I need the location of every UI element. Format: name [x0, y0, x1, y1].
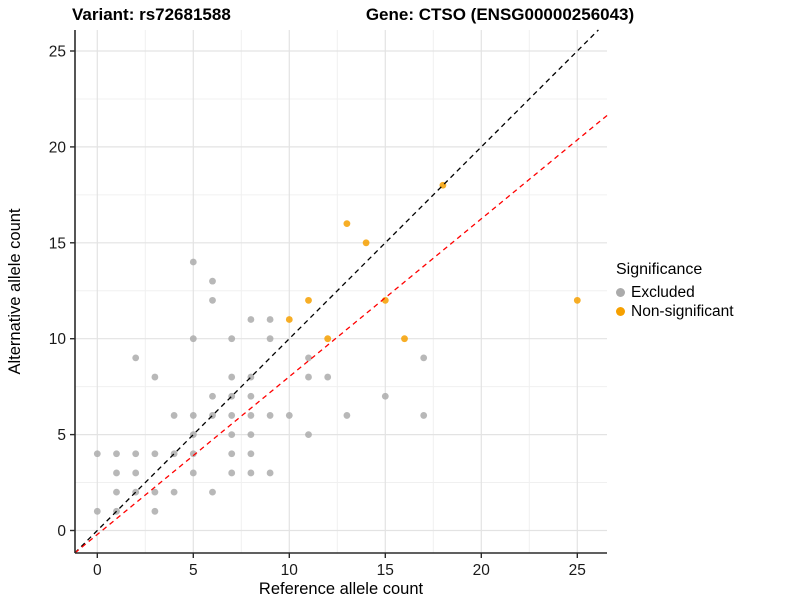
- legend-item-label: Excluded: [631, 283, 695, 301]
- excluded-dot-icon: [616, 288, 625, 297]
- data-point-excluded: [381, 392, 389, 400]
- data-point-non-significant: [573, 296, 581, 304]
- data-point-non-significant: [305, 296, 312, 304]
- x-tick-label: 25: [569, 562, 586, 579]
- data-point-excluded: [305, 431, 312, 438]
- data-point-excluded: [228, 431, 236, 438]
- data-point-excluded: [113, 450, 120, 458]
- data-point-excluded: [209, 277, 216, 285]
- data-point-excluded: [170, 488, 178, 496]
- data-point-non-significant: [401, 335, 408, 343]
- y-tick-label: 15: [49, 235, 66, 252]
- y-tick-label: 5: [57, 427, 66, 444]
- data-point-excluded: [266, 469, 274, 477]
- data-point-excluded: [151, 488, 159, 496]
- data-point-excluded: [343, 412, 351, 419]
- data-point-excluded: [266, 412, 274, 419]
- data-point-excluded: [228, 373, 236, 381]
- data-point-excluded: [209, 488, 216, 496]
- data-point-excluded: [266, 316, 274, 323]
- y-tick-label: 10: [49, 331, 67, 348]
- data-point-excluded: [247, 392, 255, 400]
- data-point-excluded: [228, 450, 236, 458]
- data-point-non-significant: [343, 220, 351, 228]
- legend: Significance Excluded Non-significant: [616, 261, 734, 321]
- data-point-excluded: [189, 412, 197, 419]
- data-point-excluded: [132, 354, 140, 362]
- non-significant-dot-icon: [616, 307, 625, 316]
- data-point-excluded: [189, 258, 197, 266]
- variant-title: Variant: rs72681588: [72, 5, 231, 24]
- y-tick-label: 25: [49, 44, 66, 61]
- legend-item-label: Non-significant: [631, 302, 734, 320]
- fit-line: [74, 114, 608, 554]
- x-tick-label: 20: [473, 562, 491, 579]
- data-point-excluded: [113, 488, 120, 496]
- legend-item-non-significant: Non-significant: [616, 302, 734, 321]
- data-point-excluded: [151, 507, 159, 515]
- y-tick-label: 20: [49, 139, 67, 156]
- y-axis-title: Alternative allele count: [6, 208, 24, 374]
- data-point-excluded: [247, 316, 255, 323]
- data-point-excluded: [151, 450, 159, 458]
- y-tick-label: 0: [57, 523, 66, 540]
- data-point-excluded: [247, 450, 255, 458]
- data-point-non-significant: [362, 239, 370, 247]
- data-point-excluded: [420, 354, 428, 362]
- data-point-excluded: [305, 354, 312, 362]
- data-point-excluded: [228, 335, 236, 343]
- data-point-excluded: [228, 412, 236, 419]
- data-point-excluded: [228, 469, 236, 477]
- data-point-excluded: [247, 469, 255, 477]
- data-point-excluded: [285, 412, 293, 419]
- x-axis-title: Reference allele count: [259, 580, 424, 598]
- legend-title: Significance: [616, 261, 703, 278]
- data-point-non-significant: [324, 335, 332, 343]
- identity-line: [74, 29, 599, 554]
- legend-item-excluded: Excluded: [616, 283, 734, 302]
- gene-title: Gene: CTSO (ENSG00000256043): [365, 5, 635, 24]
- data-point-excluded: [209, 392, 216, 400]
- data-point-excluded: [132, 450, 140, 458]
- x-tick-label: 5: [189, 562, 198, 579]
- data-point-excluded: [93, 507, 101, 515]
- data-point-excluded: [324, 373, 332, 381]
- data-point-excluded: [189, 335, 197, 343]
- data-point-excluded: [305, 373, 312, 381]
- x-tick-label: 15: [377, 562, 394, 579]
- data-point-excluded: [420, 412, 428, 419]
- data-point-excluded: [170, 412, 178, 419]
- data-point-excluded: [247, 431, 255, 438]
- data-point-excluded: [247, 412, 255, 419]
- data-point-excluded: [132, 469, 140, 477]
- x-tick-label: 0: [93, 562, 102, 579]
- data-point-excluded: [266, 335, 274, 343]
- x-tick-label: 10: [281, 562, 299, 579]
- data-point-excluded: [189, 469, 197, 477]
- data-point-excluded: [209, 296, 216, 304]
- data-point-non-significant: [285, 316, 293, 323]
- data-point-excluded: [93, 450, 101, 458]
- data-point-excluded: [151, 373, 159, 381]
- data-point-excluded: [189, 450, 197, 458]
- data-point-excluded: [113, 469, 120, 477]
